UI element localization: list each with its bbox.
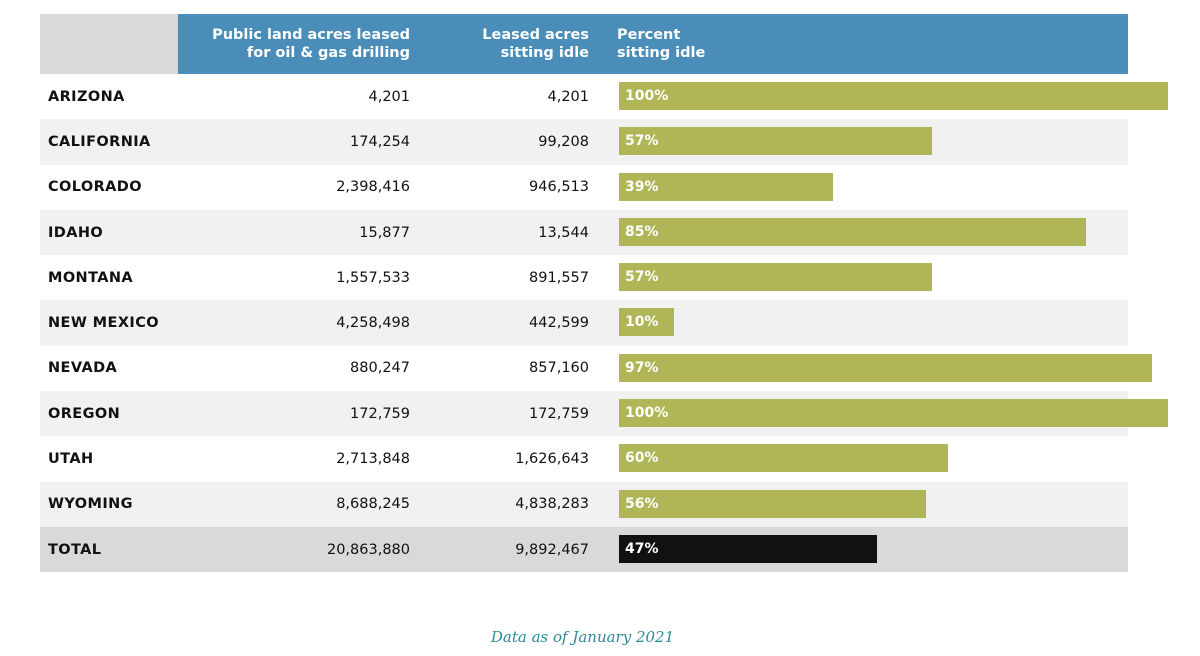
percent-label: 56% — [625, 495, 659, 512]
leased-acres-value: 8,688,245 — [336, 496, 410, 513]
percent-label: 97% — [625, 359, 659, 376]
percent-bar: 85% — [619, 217, 1086, 246]
state-name: MONTANA — [48, 269, 134, 286]
header-idle-acres: Leased acres sitting idle — [482, 27, 589, 61]
state-name: NEVADA — [48, 360, 118, 377]
state-name: OREGON — [48, 405, 121, 422]
table-row: MONTANA 1,557,533 891,557 57% — [40, 255, 1128, 300]
idle-acres-value: 1,626,643 — [515, 451, 589, 468]
percent-label: 100% — [625, 405, 669, 422]
state-name: TOTAL — [48, 541, 102, 558]
idle-leases-table: Public land acres leased for oil & gas d… — [40, 14, 1168, 573]
total-row: TOTAL 20,863,880 9,892,467 47% — [40, 526, 1128, 573]
header-blank-cell — [40, 14, 178, 74]
leased-acres-value: 4,201 — [368, 88, 410, 105]
percent-bar: 39% — [619, 172, 834, 201]
idle-acres-value: 13,544 — [538, 224, 589, 241]
header-leased-acres: Public land acres leased for oil & gas d… — [212, 27, 410, 61]
table-header: Public land acres leased for oil & gas d… — [40, 14, 1128, 74]
idle-acres-value: 4,201 — [547, 88, 589, 105]
percent-label: 85% — [625, 223, 659, 240]
state-name: ARIZONA — [48, 88, 125, 105]
header-percent-idle: Percent sitting idle — [617, 27, 706, 61]
table-row: UTAH 2,713,848 1,626,643 60% — [40, 436, 1128, 481]
percent-label: 10% — [625, 314, 659, 331]
percent-label: 47% — [625, 540, 659, 557]
table-body: ARIZONA 4,201 4,201 100% CALIFORNIA 174,254 99… — [40, 74, 1168, 573]
leased-acres-value: 20,863,880 — [326, 541, 410, 558]
total-percent-bar: 47% — [619, 534, 878, 563]
leased-acres-value: 2,398,416 — [336, 179, 410, 196]
idle-acres-value: 9,892,467 — [515, 541, 589, 558]
table-row: CALIFORNIA 174,254 99,208 57% — [40, 119, 1128, 165]
leased-acres-value: 880,247 — [350, 360, 410, 377]
table-row: NEVADA 880,247 857,160 97% — [40, 346, 1152, 391]
state-name: NEW MEXICO — [48, 315, 159, 332]
idle-acres-value: 891,557 — [529, 269, 589, 286]
header-bar — [178, 14, 1128, 74]
table-row: COLORADO 2,398,416 946,513 39% — [40, 165, 1128, 210]
state-name: IDAHO — [48, 224, 104, 241]
percent-bar: 57% — [619, 127, 932, 156]
leased-acres-value: 174,254 — [350, 133, 410, 150]
state-name: CALIFORNIA — [48, 133, 151, 150]
leased-acres-value: 172,759 — [350, 405, 410, 422]
leased-acres-value: 2,713,848 — [336, 451, 410, 468]
percent-bar: 100% — [619, 82, 1168, 110]
state-name: COLORADO — [48, 179, 142, 196]
idle-acres-value: 857,160 — [529, 360, 589, 377]
percent-bar: 97% — [619, 353, 1152, 382]
leased-acres-value: 15,877 — [359, 224, 410, 241]
percent-bar: 56% — [619, 489, 927, 518]
idle-acres-value: 442,599 — [529, 315, 589, 332]
data-date-note: Data as of January 2021 — [490, 628, 675, 646]
percent-bar: 57% — [619, 263, 932, 292]
idle-acres-value: 946,513 — [529, 179, 589, 196]
percent-label: 57% — [625, 269, 659, 286]
percent-label: 39% — [625, 178, 659, 195]
percent-label: 57% — [625, 133, 659, 150]
percent-label: 100% — [625, 88, 669, 104]
percent-bar: 100% — [619, 399, 1168, 428]
percent-label: 60% — [625, 450, 659, 467]
idle-acres-value: 99,208 — [538, 133, 589, 150]
idle-acres-value: 172,759 — [529, 405, 589, 422]
percent-bar: 60% — [619, 444, 949, 473]
leased-acres-value: 1,557,533 — [336, 269, 410, 286]
state-name: WYOMING — [48, 496, 133, 513]
table-row: ARIZONA 4,201 4,201 100% — [40, 74, 1168, 119]
table-row: NEW MEXICO 4,258,498 442,599 10% — [40, 300, 1128, 346]
table-row: IDAHO 15,877 13,544 85% — [40, 209, 1128, 256]
state-name: UTAH — [48, 451, 94, 468]
percent-bar: 10% — [619, 308, 674, 337]
leased-acres-value: 4,258,498 — [336, 315, 410, 332]
table-row: OREGON 172,759 172,759 100% — [40, 391, 1168, 437]
table-row: WYOMING 8,688,245 4,838,283 56% — [40, 481, 1128, 527]
idle-acres-value: 4,838,283 — [515, 496, 589, 513]
